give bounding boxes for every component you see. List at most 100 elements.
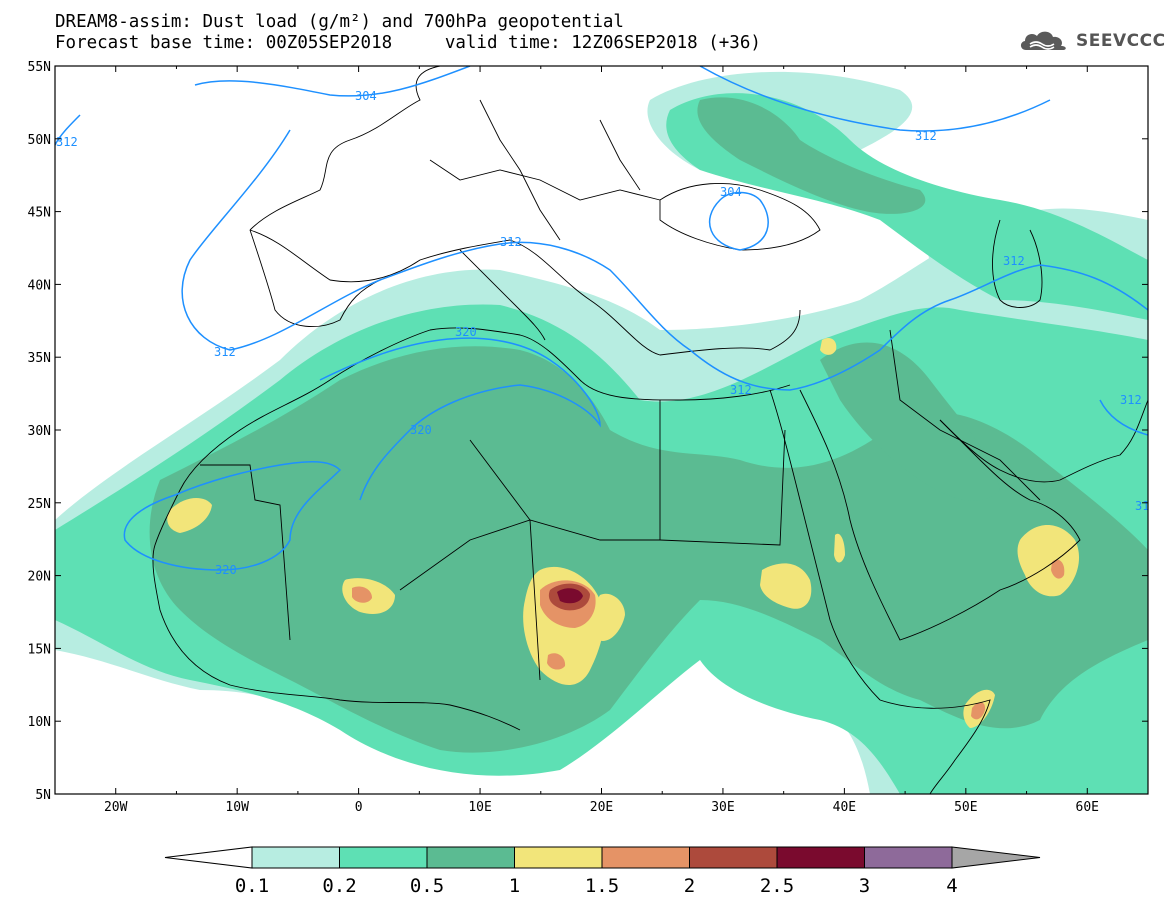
dust-area-level3-north xyxy=(697,97,926,214)
cloud-logo-icon xyxy=(1020,31,1066,50)
dust-area-level4-iraq xyxy=(820,338,837,355)
lat-tick-label: 35N xyxy=(28,351,51,366)
colorbar-label: 1 xyxy=(509,875,520,897)
coastline-arabia xyxy=(799,389,1081,641)
colorbar-label: 2 xyxy=(684,875,695,897)
coastline-africa-west xyxy=(152,329,521,731)
coastline-horn-of-africa xyxy=(879,699,991,794)
dust-area-level4-chad-east xyxy=(592,593,625,641)
lat-tick-label: 55N xyxy=(28,60,51,75)
dust-area-level5-somalia xyxy=(971,702,986,720)
colorbar-high-end xyxy=(951,846,1041,869)
colorbar-label: 2.5 xyxy=(760,875,794,897)
dust-area-level5-mali xyxy=(352,586,372,603)
dust-area-level5-oman xyxy=(1051,559,1065,579)
border-europe-3 xyxy=(599,119,641,191)
dust-area-level7-chad xyxy=(557,588,583,604)
contour-label: 312 xyxy=(500,235,522,249)
colorbar-label: 0.2 xyxy=(322,875,356,897)
border-sahara-3 xyxy=(469,439,541,681)
contour-320-sahara xyxy=(123,460,342,571)
geopotential-contours xyxy=(55,66,1148,571)
dust-area-level5-chad-south xyxy=(547,653,566,670)
border-sahara-2 xyxy=(399,400,661,591)
lat-tick-label: 30N xyxy=(28,424,51,439)
border-sahara-4 xyxy=(659,429,786,546)
lat-tick-label: 20N xyxy=(28,570,51,585)
coastline-black-sea xyxy=(659,183,821,251)
border-europe-1 xyxy=(429,159,661,201)
coastline-red-sea xyxy=(769,389,881,701)
lon-tick-label: 30E xyxy=(711,800,734,815)
colorbar-segment xyxy=(514,846,603,869)
lon-tick-label: 50E xyxy=(954,800,977,815)
colorbar-segment xyxy=(426,846,515,869)
coastline-mediterranean-south xyxy=(429,327,791,401)
colorbar-segment xyxy=(864,846,953,869)
dust-fields xyxy=(55,71,1148,794)
lon-tick-label: 10E xyxy=(468,800,491,815)
forecast-times: Forecast base time: 00Z05SEP2018 valid t… xyxy=(55,33,761,53)
coastline-europe-south xyxy=(249,229,801,356)
colorbar-segment xyxy=(776,846,865,869)
contour-label: 312 xyxy=(1003,254,1025,268)
dust-area-level4-mauritania xyxy=(167,498,212,533)
lat-tick-label: 45N xyxy=(28,206,51,221)
border-arabia xyxy=(889,329,1041,501)
contour-label: 312 xyxy=(1120,393,1142,407)
lon-tick-label: 10W xyxy=(225,800,249,815)
contour-label: 312 xyxy=(730,383,752,397)
seevccc-logo: SEEVCCC xyxy=(1018,28,1165,54)
dust-area-level4-oman xyxy=(1017,525,1080,597)
lat-tick-label: 5N xyxy=(35,788,51,803)
coastlines xyxy=(152,66,1148,794)
contour-label: 320 xyxy=(215,563,237,577)
coastline-france-uk xyxy=(249,66,441,231)
contour-304-north xyxy=(194,66,471,97)
map-title: DREAM8-assim: Dust load (g/m²) and 700hP… xyxy=(55,12,624,32)
colorbar-label: 4 xyxy=(946,875,957,897)
colorbar-segment xyxy=(601,846,690,869)
longitude-axis: 20W 10W 0 10E 20E 30E 40E 50E 60E xyxy=(54,66,1149,815)
colorbar-low-end xyxy=(164,846,253,869)
lat-tick-label: 25N xyxy=(28,497,51,512)
colorbar-segment xyxy=(251,846,340,869)
colorbar-segment xyxy=(689,846,778,869)
contour-312-north xyxy=(699,66,1051,132)
dust-area-level4-sudan xyxy=(760,563,812,609)
contour-312-atlantic xyxy=(55,114,1148,391)
dust-area-level3-east xyxy=(820,342,1000,501)
logo-text: SEEVCCC xyxy=(1076,31,1165,51)
lon-tick-label: 40E xyxy=(833,800,856,815)
contour-label: 320 xyxy=(410,423,432,437)
colorbar-label: 1.5 xyxy=(585,875,619,897)
colorbar-segment xyxy=(339,846,428,869)
contour-320-north xyxy=(319,337,601,501)
lat-tick-label: 50N xyxy=(28,133,51,148)
contour-label: 312 xyxy=(915,129,937,143)
contour-label: 312 xyxy=(56,135,78,149)
contour-label: 304 xyxy=(355,89,377,103)
colorbar-label: 0.5 xyxy=(410,875,444,897)
contour-label: 320 xyxy=(455,325,477,339)
colorbar-label: 3 xyxy=(859,875,870,897)
lon-tick-label: 20E xyxy=(590,800,613,815)
colorbar-label: 0.1 xyxy=(235,875,269,897)
contour-312-east xyxy=(1099,399,1148,436)
border-europe-2 xyxy=(479,99,561,241)
contour-label: 304 xyxy=(720,185,742,199)
coastline-iberia xyxy=(249,229,381,327)
lat-tick-label: 40N xyxy=(28,278,51,293)
latitude-axis: 55N 50N 45N 40N 35N 30N 25N 20N 15N 10N 5N xyxy=(28,60,1148,803)
lat-tick-label: 15N xyxy=(28,642,51,657)
contour-304-black-sea xyxy=(709,191,769,251)
contour-label: 312 xyxy=(1135,499,1157,513)
lon-tick-label: 20W xyxy=(104,800,128,815)
contour-label: 312 xyxy=(214,345,236,359)
coastline-persian-gulf xyxy=(939,399,1148,483)
dust-area-level4-redsea xyxy=(834,533,845,563)
contour-labels: 304 312 312 312 312 320 320 320 312 304 … xyxy=(56,89,1157,577)
lon-tick-label: 60E xyxy=(1076,800,1099,815)
colorbar: 0.1 0.2 0.5 1 1.5 2 2.5 3 4 xyxy=(164,846,1041,897)
